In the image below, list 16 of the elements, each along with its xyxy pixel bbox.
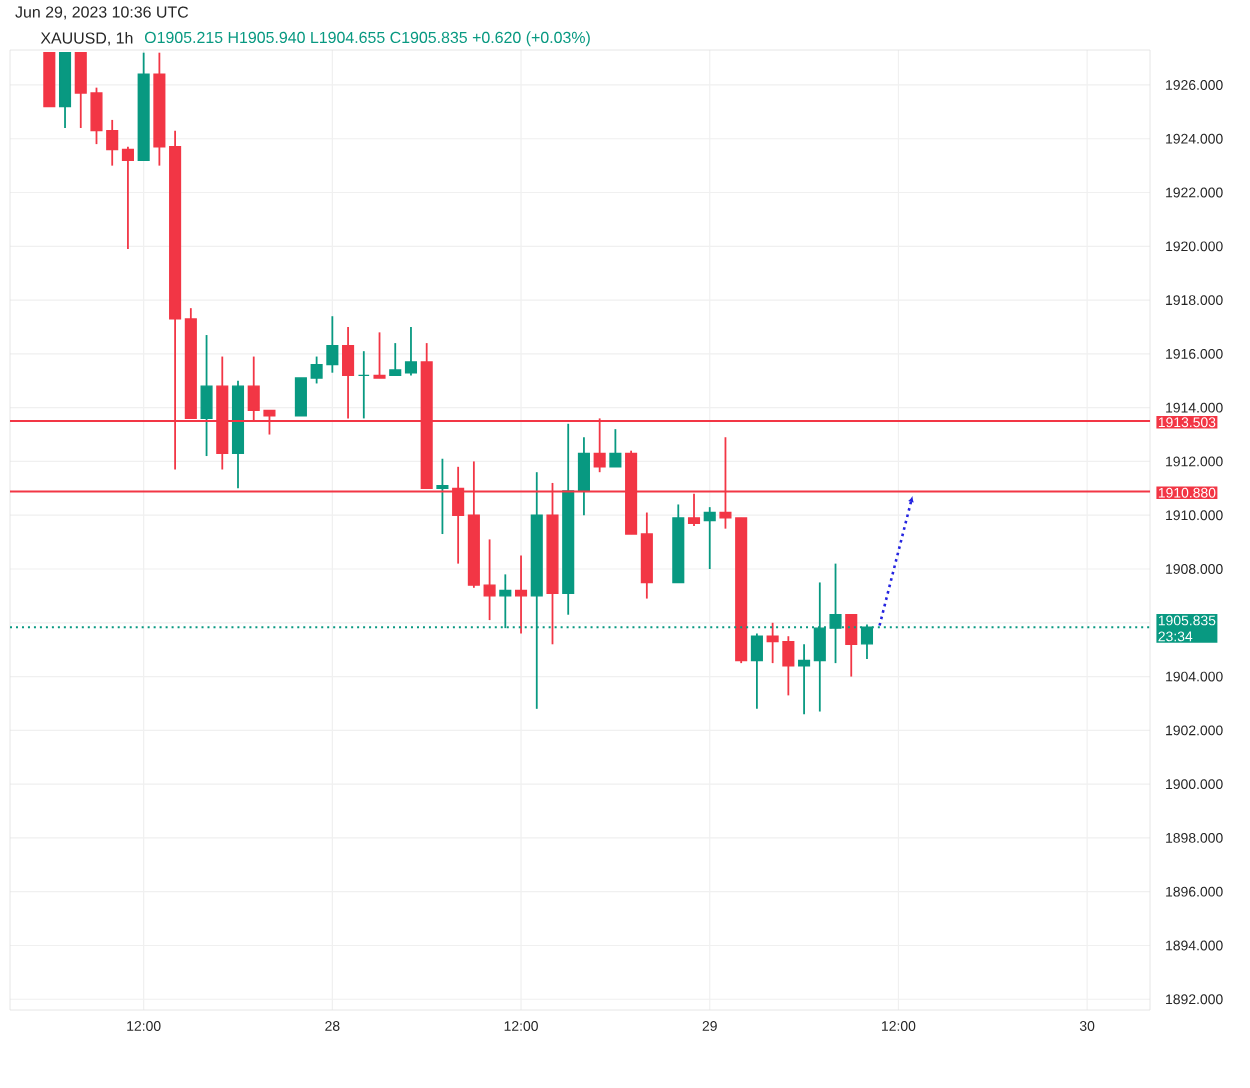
candlestick	[121, 145, 134, 250]
candlestick	[389, 342, 402, 377]
candlestick	[750, 632, 763, 710]
candlestick	[200, 334, 213, 457]
candlestick	[577, 436, 590, 517]
candlestick	[483, 538, 496, 621]
candlestick	[609, 428, 622, 468]
candlestick	[373, 331, 386, 379]
candlestick	[798, 643, 811, 716]
candlestick	[436, 457, 449, 535]
candlestick	[845, 613, 858, 678]
candlestick	[294, 377, 307, 417]
candlestick	[515, 554, 528, 635]
candlestick	[357, 350, 370, 420]
candlestick	[404, 326, 418, 377]
candlestick	[703, 506, 716, 570]
